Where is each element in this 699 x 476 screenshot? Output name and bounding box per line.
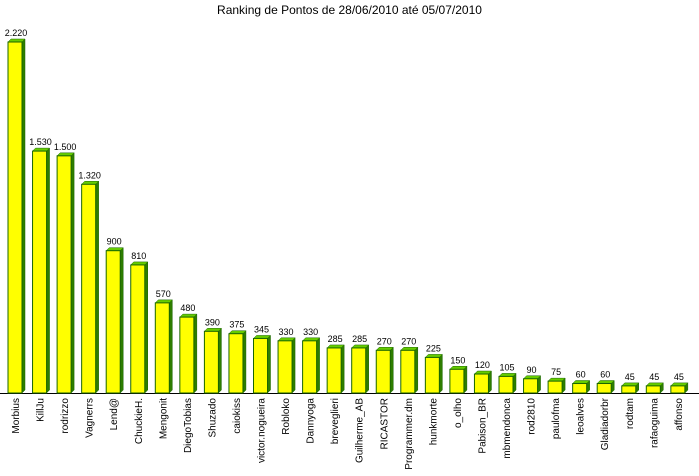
category-label: leoalves bbox=[576, 398, 587, 435]
category-label: affonso bbox=[674, 398, 685, 431]
category-label: KillJu bbox=[36, 398, 47, 422]
bar bbox=[32, 150, 48, 394]
category-label: Mengonit bbox=[158, 398, 169, 439]
data-label: 270 bbox=[377, 336, 392, 346]
bar bbox=[473, 373, 489, 394]
category-label: Morbius bbox=[11, 398, 22, 434]
category-label: Pabison_BR bbox=[477, 398, 488, 454]
bar bbox=[645, 385, 661, 394]
category-label: Gladiadorbr bbox=[600, 397, 611, 450]
category-label: mbmendonca bbox=[502, 398, 513, 459]
bar bbox=[326, 347, 342, 394]
bar bbox=[277, 340, 293, 394]
data-label: 390 bbox=[205, 317, 220, 327]
bar bbox=[621, 385, 637, 394]
data-label: 120 bbox=[475, 360, 490, 370]
chart-title: Ranking de Pontos de 28/06/2010 até 05/0… bbox=[217, 3, 482, 17]
data-label: 60 bbox=[600, 370, 610, 380]
category-label: rafaoguima bbox=[649, 398, 660, 448]
category-label: breveglieri bbox=[330, 398, 341, 444]
data-label: 2.220 bbox=[5, 28, 28, 38]
category-label: Lend@ bbox=[109, 398, 120, 430]
data-label: 90 bbox=[527, 365, 537, 375]
category-label: rod2810 bbox=[527, 398, 538, 435]
category-label: rodtam bbox=[625, 398, 636, 429]
data-label: 285 bbox=[352, 334, 367, 344]
bar bbox=[424, 356, 440, 394]
data-label: 330 bbox=[279, 327, 294, 337]
bar bbox=[400, 349, 416, 394]
category-label: ChuckieH. bbox=[134, 398, 145, 444]
bar bbox=[105, 250, 121, 394]
category-label: Vagnerrs bbox=[85, 398, 96, 438]
bar bbox=[179, 316, 195, 394]
bar bbox=[56, 155, 72, 394]
data-label: 1.530 bbox=[29, 137, 52, 147]
category-label: DiegoTobias bbox=[183, 398, 194, 453]
category-label: Shuzado bbox=[207, 398, 218, 438]
data-label: 480 bbox=[180, 303, 195, 313]
data-label: 285 bbox=[328, 334, 343, 344]
category-label: Dannyoga bbox=[306, 398, 317, 444]
category-label: rodrizzo bbox=[60, 398, 71, 434]
data-label: 1.500 bbox=[54, 142, 77, 152]
data-label: 60 bbox=[576, 370, 586, 380]
data-label: 345 bbox=[254, 324, 269, 334]
data-label: 570 bbox=[156, 289, 171, 299]
category-label: paulofma bbox=[551, 398, 562, 440]
category-label: victor.nogueira bbox=[257, 398, 268, 463]
bar bbox=[228, 333, 244, 394]
category-label: Guilherme_AB bbox=[355, 398, 366, 463]
data-label: 45 bbox=[649, 372, 659, 382]
bar bbox=[203, 330, 219, 394]
bar bbox=[449, 368, 465, 394]
bar bbox=[7, 41, 23, 394]
category-label: RICASTOR bbox=[379, 398, 390, 450]
bar bbox=[351, 347, 367, 394]
category-label: hunkmorte bbox=[428, 398, 439, 446]
bar bbox=[130, 264, 146, 394]
data-label: 1.320 bbox=[78, 170, 101, 180]
bar bbox=[523, 378, 539, 394]
data-label: 330 bbox=[303, 327, 318, 337]
bar bbox=[498, 375, 514, 394]
data-label: 75 bbox=[551, 367, 561, 377]
bar bbox=[375, 349, 391, 394]
bar bbox=[596, 383, 612, 394]
data-label: 105 bbox=[499, 362, 514, 372]
bar bbox=[302, 340, 318, 394]
bar bbox=[253, 337, 268, 394]
data-label: 45 bbox=[625, 372, 635, 382]
bar bbox=[547, 380, 563, 394]
category-label: caiokiss bbox=[232, 398, 243, 434]
data-label: 225 bbox=[426, 343, 441, 353]
data-label: 270 bbox=[401, 336, 416, 346]
category-label: o_olho bbox=[453, 398, 464, 428]
data-label: 810 bbox=[131, 251, 146, 261]
bar bbox=[670, 385, 686, 394]
category-label: Programmer.dm bbox=[404, 398, 415, 470]
bar bbox=[81, 183, 97, 394]
category-label: Robloko bbox=[281, 398, 292, 435]
data-label: 375 bbox=[229, 320, 244, 330]
data-label: 900 bbox=[107, 237, 122, 247]
bar bbox=[154, 302, 170, 394]
data-label: 45 bbox=[674, 372, 684, 382]
data-label: 150 bbox=[450, 355, 465, 365]
bar bbox=[572, 383, 588, 394]
